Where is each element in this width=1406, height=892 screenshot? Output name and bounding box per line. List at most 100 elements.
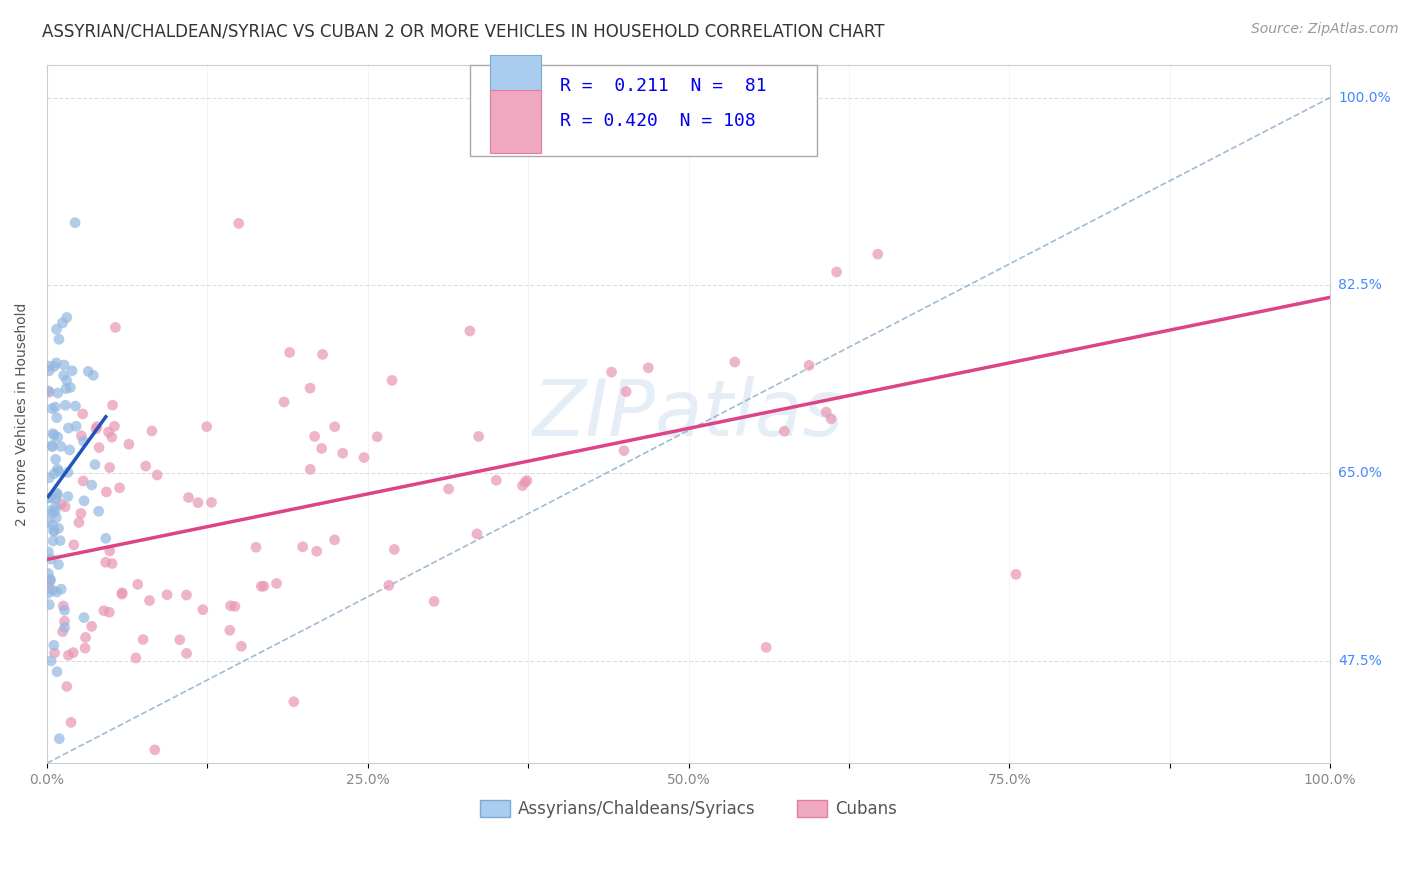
Point: [45, 491, 67, 506]
Y-axis label: 2 or more Vehicles in Household: 2 or more Vehicles in Household: [15, 302, 30, 526]
Point: [44, 500, 66, 514]
Point: [299, 462, 322, 476]
Point: [48, 464, 70, 478]
Point: [191, 602, 214, 616]
Point: [467, 429, 489, 443]
Point: [42, 583, 65, 598]
Point: [44, 789, 66, 803]
Point: [773, 424, 796, 438]
Point: [266, 576, 288, 591]
FancyBboxPatch shape: [471, 65, 817, 156]
Point: [44, 504, 66, 518]
Point: [39, 552, 62, 566]
Point: [52, 599, 75, 613]
Point: [93, 604, 115, 618]
Point: [104, 320, 127, 334]
Point: [101, 430, 124, 444]
Point: [138, 593, 160, 607]
Point: [245, 540, 267, 554]
Point: [132, 632, 155, 647]
Point: [53, 500, 76, 514]
Point: [38, 359, 60, 373]
Point: [45, 356, 67, 370]
Point: [94, 532, 117, 546]
Point: [231, 640, 253, 654]
Point: [56, 310, 79, 325]
Point: [200, 495, 222, 509]
Point: [304, 429, 326, 443]
Point: [195, 419, 218, 434]
Point: [84, 422, 107, 436]
Point: [48, 558, 70, 572]
Point: [55, 382, 77, 396]
Point: [218, 624, 240, 638]
Point: [53, 358, 76, 372]
Point: [382, 542, 405, 557]
Point: [250, 579, 273, 593]
Point: [72, 407, 94, 421]
Point: [37, 384, 59, 398]
Point: [305, 544, 328, 558]
Point: [84, 458, 107, 472]
Point: [44, 524, 66, 538]
Point: [755, 640, 778, 655]
Point: [53, 603, 76, 617]
Point: [323, 419, 346, 434]
Point: [111, 587, 134, 601]
Point: [82, 368, 104, 383]
Point: [51, 316, 73, 330]
Point: [38, 471, 60, 485]
Point: [59, 380, 82, 394]
Point: [49, 533, 72, 548]
Point: [65, 399, 87, 413]
Point: [86, 419, 108, 434]
Point: [60, 364, 83, 378]
Point: [146, 468, 169, 483]
Point: [87, 441, 110, 455]
Point: [311, 347, 333, 361]
Point: [187, 496, 209, 510]
Point: [77, 364, 100, 378]
Point: [63, 216, 86, 230]
Point: [101, 557, 124, 571]
Point: [111, 586, 134, 600]
Point: [42, 428, 65, 442]
Point: [70, 507, 93, 521]
Point: [135, 458, 157, 473]
Point: [38, 504, 60, 518]
Point: [75, 641, 97, 656]
Point: [41, 440, 63, 454]
Point: [48, 731, 70, 746]
Point: [72, 434, 94, 449]
Point: [65, 419, 87, 434]
Point: [38, 598, 60, 612]
Point: [283, 695, 305, 709]
Point: [423, 594, 446, 608]
Point: [80, 478, 103, 492]
Point: [101, 398, 124, 412]
Point: [332, 446, 354, 460]
Point: [60, 715, 83, 730]
Point: [56, 490, 79, 504]
Point: [80, 619, 103, 633]
Point: [1005, 567, 1028, 582]
Point: [366, 430, 388, 444]
Point: [614, 384, 637, 399]
Point: [44, 359, 66, 374]
Point: [42, 506, 65, 520]
Point: [45, 486, 67, 500]
Point: [55, 398, 77, 412]
Point: [513, 475, 536, 490]
Point: [273, 395, 295, 409]
Point: [46, 430, 69, 444]
Point: [299, 381, 322, 395]
Point: [125, 651, 148, 665]
Point: [44, 646, 66, 660]
Point: [39, 572, 62, 586]
Point: [866, 247, 889, 261]
Point: [45, 322, 67, 336]
FancyBboxPatch shape: [489, 90, 541, 153]
Text: R = 0.420  N = 108: R = 0.420 N = 108: [560, 112, 756, 130]
Point: [48, 521, 70, 535]
Point: [45, 510, 67, 524]
